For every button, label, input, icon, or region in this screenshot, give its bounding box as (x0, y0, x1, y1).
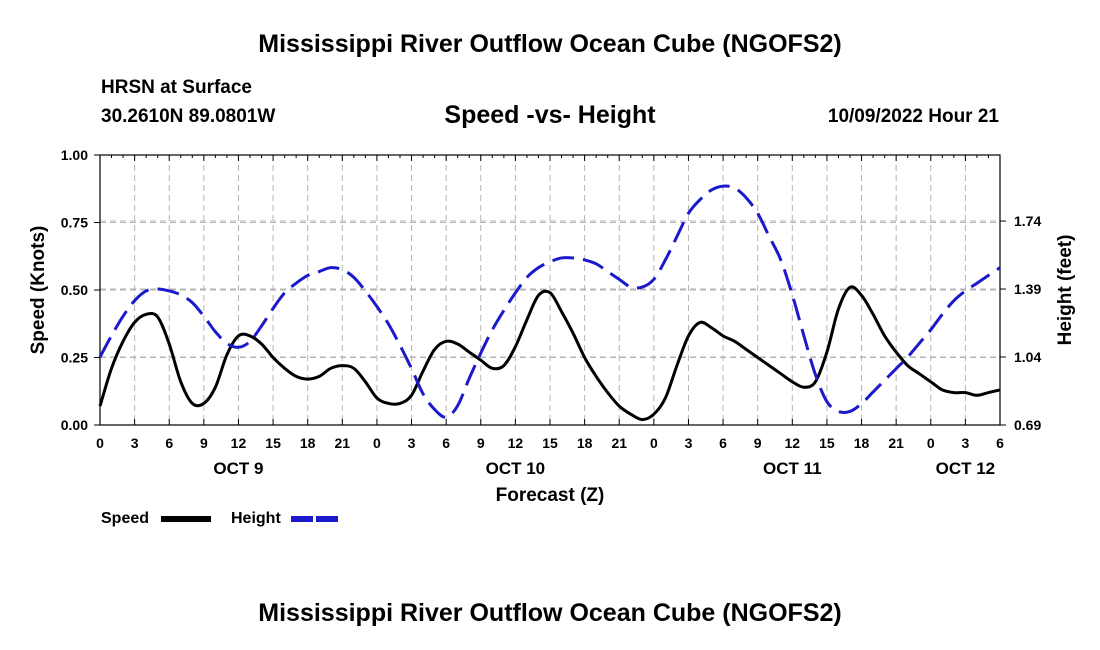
x-tick-label: 21 (888, 435, 904, 451)
y-left-axis-title: Speed (Knots) (28, 226, 49, 355)
y-left-tick-label: 0.50 (61, 282, 88, 298)
x-tick-label: 3 (961, 435, 969, 451)
x-tick-label: 15 (542, 435, 558, 451)
x-day-label: OCT 12 (936, 459, 996, 478)
x-day-label: OCT 11 (763, 459, 822, 478)
x-tick-label: 15 (265, 435, 281, 451)
grid (100, 155, 1000, 426)
legend-speed-label: Speed (101, 510, 150, 527)
y-right-tick-label: 1.39 (1014, 281, 1041, 297)
footer-title: Mississippi River Outflow Ocean Cube (NG… (258, 599, 842, 627)
y-right-tick-label: 1.04 (1014, 349, 1041, 365)
x-tick-label: 12 (508, 435, 524, 451)
forecast-datetime: 10/09/2022 Hour 21 (827, 106, 999, 127)
series-line-speed (98, 285, 1001, 422)
legend-height-swatch (291, 516, 341, 522)
x-tick-label: 0 (96, 435, 104, 451)
y-left-tick-label: 0.75 (61, 215, 88, 231)
x-tick-label: 6 (996, 435, 1004, 451)
x-axis-title: Forecast (Z) (496, 485, 605, 506)
x-tick-label: 0 (373, 435, 381, 451)
x-tick-label: 18 (854, 435, 870, 451)
station-coordinates: 30.2610N 89.0801W (101, 106, 276, 127)
x-tick-label: 18 (300, 435, 316, 451)
x-tick-label: 12 (785, 435, 801, 451)
x-tick-label: 3 (131, 435, 139, 451)
x-tick-label: 9 (200, 435, 208, 451)
legend-height-label: Height (231, 510, 281, 527)
x-tick-label: 21 (611, 435, 627, 451)
x-tick-label: 9 (477, 435, 485, 451)
y-right-axis-title: Height (feet) (1055, 235, 1076, 346)
series (98, 184, 1001, 422)
x-tick-label: 15 (819, 435, 835, 451)
y-right-tick-label: 1.74 (1014, 213, 1041, 229)
y-left-tick-label: 0.25 (61, 350, 88, 366)
legend-speed-swatch (161, 516, 211, 522)
y-right-tick-label: 0.69 (1014, 417, 1041, 433)
x-tick-label: 12 (231, 435, 247, 451)
x-tick-label: 3 (408, 435, 416, 451)
x-tick-label: 3 (685, 435, 693, 451)
x-day-label: OCT 10 (486, 459, 546, 478)
x-tick-label: 6 (719, 435, 727, 451)
chart-subtitle: Speed -vs- Height (444, 101, 656, 129)
chart-title: Mississippi River Outflow Ocean Cube (NG… (258, 30, 842, 58)
axis-ticks (94, 154, 1006, 426)
x-tick-label: 21 (335, 435, 351, 451)
x-tick-label: 9 (754, 435, 762, 451)
x-tick-label: 6 (165, 435, 173, 451)
station-label: HRSN at Surface (101, 77, 252, 98)
x-tick-label: 6 (442, 435, 450, 451)
axis-labels: 0 3 6 9 12 15 18 21 0 3 6 9 12 15 18 21 0 3 6 9 12 15 18 21 0 3 6O… (28, 147, 1076, 506)
series-line-height (98, 184, 1001, 419)
x-tick-label: 18 (577, 435, 593, 451)
y-left-tick-label: 0.00 (61, 417, 88, 433)
x-tick-label: 0 (650, 435, 658, 451)
x-day-label: OCT 9 (213, 459, 263, 478)
y-left-tick-label: 1.00 (61, 147, 88, 163)
x-tick-label: 0 (927, 435, 935, 451)
